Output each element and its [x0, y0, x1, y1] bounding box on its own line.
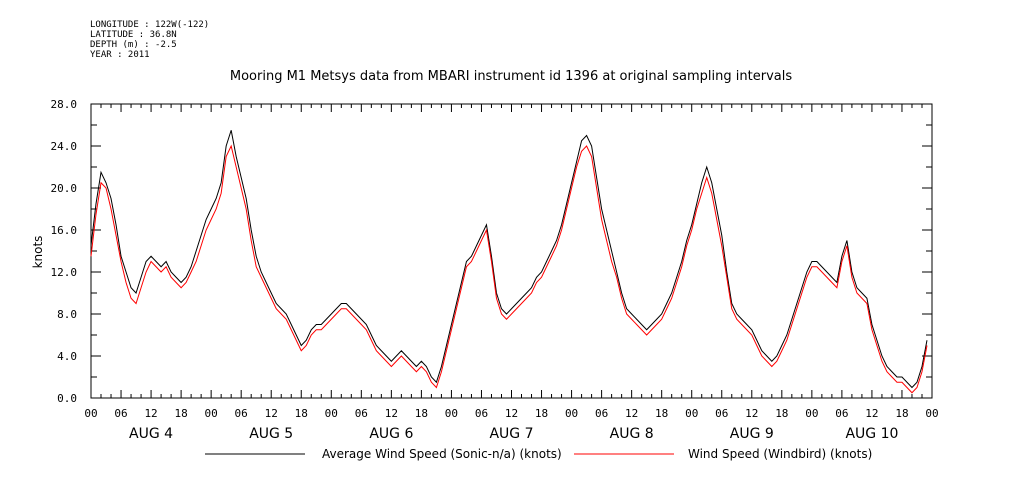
x-hour-label: 06 [114, 407, 127, 420]
x-hour-label: 06 [595, 407, 608, 420]
x-hour-label: 12 [505, 407, 518, 420]
x-day-label: AUG 4 [129, 426, 173, 442]
series-line-windbird-wind-speed [90, 144, 928, 394]
x-hour-label: 18 [655, 407, 668, 420]
x-hour-label: 00 [445, 407, 458, 420]
longitude-text: LONGITUDE : 122W(-122) [90, 20, 210, 30]
y-tick-label: 0.0 [57, 392, 77, 405]
y-tick-label: 4.0 [57, 350, 77, 363]
x-hour-label: 06 [355, 407, 368, 420]
axes-group: 0.0 4.0 8.0 12.0 16.0 20.0 24.0 28.0 00 06 12 18 00 0… [51, 98, 939, 442]
legend-label-average: Average Wind Speed (Sonic-n/a) (knots) [322, 447, 562, 461]
x-day-label: AUG 6 [369, 426, 413, 442]
x-day-label: AUG 7 [489, 426, 533, 442]
year-text: YEAR : 2011 [90, 50, 150, 60]
y-tick-label: 28.0 [51, 98, 78, 111]
x-hour-label: 12 [625, 407, 638, 420]
metadata-block: LONGITUDE : 122W(-122) LATITUDE : 36.8N … [90, 20, 209, 60]
latitude-text: LATITUDE : 36.8N [90, 30, 177, 40]
x-hour-label: 18 [895, 407, 908, 420]
x-day-label: AUG 5 [249, 426, 293, 442]
y-tick-label: 16.0 [51, 224, 78, 237]
legend-label-windbird: Wind Speed (Windbird) (knots) [688, 447, 872, 461]
x-hour-label: 18 [295, 407, 308, 420]
x-hour-label: 12 [745, 407, 758, 420]
y-tick-label: 20.0 [51, 182, 78, 195]
x-hour-label: 12 [865, 407, 878, 420]
x-hour-label: 00 [325, 407, 338, 420]
x-day-label: AUG 9 [730, 426, 774, 442]
y-tick-label: 12.0 [51, 266, 78, 279]
x-hour-label: 12 [144, 407, 157, 420]
y-axis-label: knots [31, 236, 45, 269]
plot-frame [90, 103, 933, 399]
x-day-label: AUG 10 [845, 426, 898, 442]
x-hour-label: 12 [385, 407, 398, 420]
x-hour-label: 06 [235, 407, 248, 420]
x-hour-label: 00 [565, 407, 578, 420]
x-hour-label: 18 [174, 407, 187, 420]
x-hour-label: 18 [535, 407, 548, 420]
x-hour-label: 06 [715, 407, 728, 420]
legend: Average Wind Speed (Sonic-n/a) (knots) W… [205, 447, 872, 461]
x-hour-label: 12 [265, 407, 278, 420]
x-hour-label: 18 [775, 407, 788, 420]
x-hour-label: 00 [925, 407, 938, 420]
y-tick-label: 24.0 [51, 140, 78, 153]
x-hour-label: 00 [205, 407, 218, 420]
y-tick-label: 8.0 [57, 308, 77, 321]
x-hour-label: 00 [84, 407, 97, 420]
x-day-label: AUG 8 [610, 426, 654, 442]
series-line-average-wind-speed [90, 130, 928, 389]
x-hour-label: 06 [475, 407, 488, 420]
series-layer [90, 130, 928, 394]
x-hour-label: 00 [805, 407, 818, 420]
chart-title: Mooring M1 Metsys data from MBARI instru… [230, 69, 792, 84]
x-hour-label: 18 [415, 407, 428, 420]
x-hour-label: 00 [685, 407, 698, 420]
depth-text: DEPTH (m) : -2.5 [90, 40, 177, 50]
x-hour-label: 06 [835, 407, 848, 420]
